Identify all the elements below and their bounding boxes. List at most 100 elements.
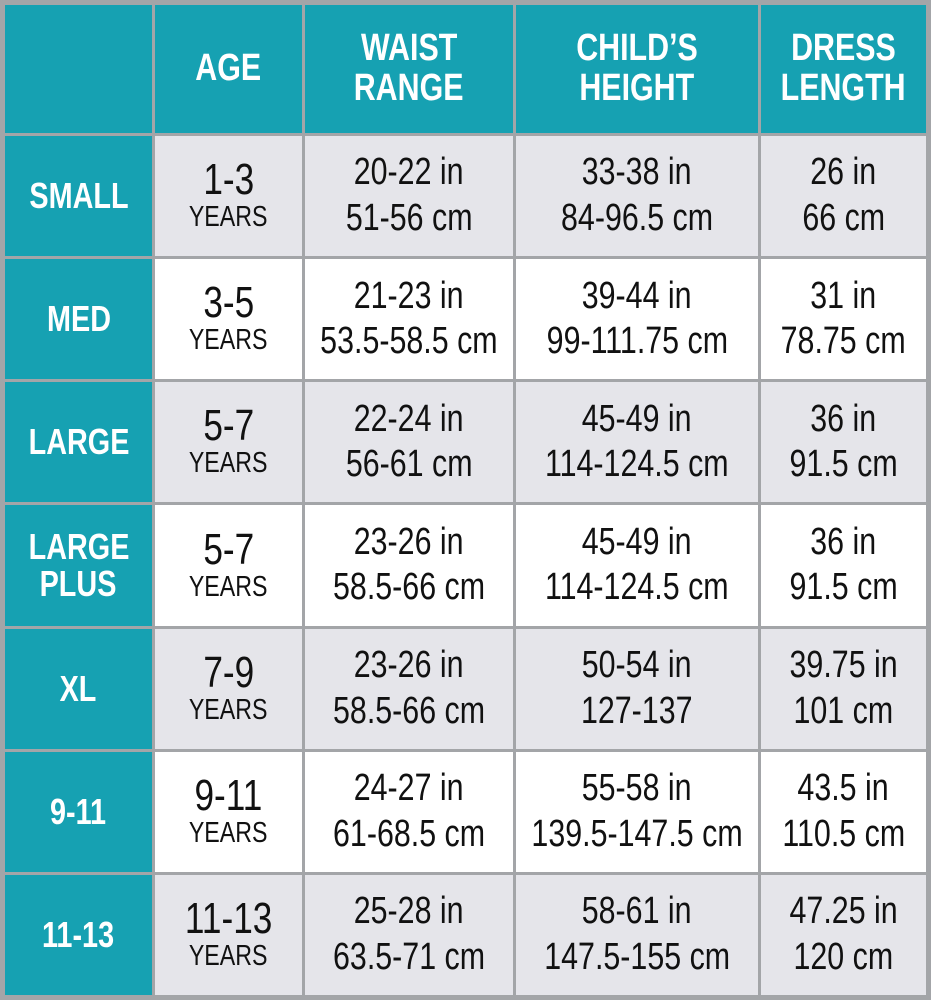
text-line: YEARS [189,324,268,357]
age-cell: 7-9 YEARS [155,628,302,749]
corner-cell [5,5,152,133]
text-line: 120 cm [793,935,894,978]
text-line: 39.75 in [789,644,898,687]
text-line: RANGE [354,67,464,109]
text-line: 23-26 in [354,644,464,687]
measure-cell: 39-44 in 99-111.75 cm [516,259,758,380]
text-line: 147.5-155 cm [544,935,730,978]
text-line: 99-111.75 cm [546,320,728,363]
measure-cell: 26 in 66 cm [761,136,926,257]
text-line: 91.5 cm [789,566,898,609]
text-line: CHILD’S [576,27,698,70]
measure-cell: 58-61 in 147.5-155 cm [516,874,758,995]
text-line: 11-13 [184,893,273,943]
text-line: 139.5-147.5 cm [531,812,743,855]
measure-cell: 43.5 in 110.5 cm [761,751,926,872]
measure-cell: 55-58 in 139.5-147.5 cm [516,751,758,872]
measure-cell: 22-24 in 56-61 cm [305,382,513,503]
text-line: YEARS [189,816,268,849]
text-line: 58-61 in [582,890,692,933]
text-line: DRESS [791,27,896,70]
text-line: 43.5 in [797,767,890,810]
text-line: SMALL [28,175,129,217]
text-line: 51-56 cm [345,197,473,240]
header-cell: WAIST RANGE [305,5,513,133]
text-line: YEARS [189,693,268,726]
measure-cell: 31 in 78.75 cm [761,259,926,380]
text-line: 84-96.5 cm [560,197,714,240]
measure-cell: 36 in 91.5 cm [761,505,926,626]
text-line: WAIST [360,27,458,70]
text-line: 25-28 in [354,890,464,933]
text-line: 36 in [810,520,877,563]
measure-cell: 33-38 in 84-96.5 cm [516,136,758,257]
header-cell: AGE [155,5,302,133]
text-line: 21-23 in [354,274,464,317]
text-line: AGE [195,47,262,90]
measure-cell: 47.25 in 120 cm [761,874,926,995]
size-cell: LARGE PLUS [5,505,152,626]
text-line: 20-22 in [354,151,464,194]
age-cell: 1-3 YEARS [155,136,302,257]
text-line: 61-68.5 cm [332,812,486,855]
header-cell: DRESS LENGTH [761,5,926,133]
text-line: 50-54 in [582,644,692,687]
text-line: 78.75 cm [780,320,907,363]
measure-cell: 21-23 in 53.5-58.5 cm [305,259,513,380]
text-line: 31 in [810,274,877,317]
measure-cell: 45-49 in 114-124.5 cm [516,505,758,626]
text-line: 1-3 [203,155,254,205]
text-line: 22-24 in [354,397,464,440]
text-line: LARGE [28,525,129,567]
measure-cell: 24-27 in 61-68.5 cm [305,751,513,872]
text-line: 53.5-58.5 cm [320,320,498,363]
text-line: YEARS [189,447,268,480]
measure-cell: 23-26 in 58.5-66 cm [305,505,513,626]
size-cell: XL [5,628,152,749]
text-line: 33-38 in [582,151,692,194]
age-cell: 3-5 YEARS [155,259,302,380]
text-line: 7-9 [203,647,254,697]
text-line: 56-61 cm [345,443,473,486]
size-cell: 9-11 [5,751,152,872]
text-line: MED [46,298,111,340]
measure-cell: 50-54 in 127-137 [516,628,758,749]
text-line: YEARS [189,201,268,234]
measure-cell: 25-28 in 63.5-71 cm [305,874,513,995]
text-line: 39-44 in [582,274,692,317]
text-line: 11-13 [42,914,115,956]
size-cell: LARGE [5,382,152,503]
measure-cell: 45-49 in 114-124.5 cm [516,382,758,503]
text-line: 26 in [810,151,877,194]
text-line: 45-49 in [582,520,692,563]
text-line: 114-124.5 cm [545,566,729,609]
measure-cell: 39.75 in 101 cm [761,628,926,749]
text-line: XL [60,667,97,709]
text-line: 5-7 [203,524,254,574]
text-line: 47.25 in [789,890,898,933]
size-cell: SMALL [5,136,152,257]
text-line: 110.5 cm [782,812,905,855]
text-line: LARGE [28,421,129,463]
measure-cell: 20-22 in 51-56 cm [305,136,513,257]
text-line: LENGTH [781,67,906,109]
size-cell: 11-13 [5,874,152,995]
age-cell: 11-13 YEARS [155,874,302,995]
text-line: YEARS [189,939,268,972]
text-line: 91.5 cm [789,443,898,486]
text-line: 58.5-66 cm [332,689,486,732]
header-cell: CHILD’S HEIGHT [516,5,758,133]
text-line: 5-7 [203,401,254,451]
age-cell: 5-7 YEARS [155,505,302,626]
size-cell: MED [5,259,152,380]
text-line: YEARS [189,570,268,603]
text-line: 114-124.5 cm [545,443,729,486]
measure-cell: 23-26 in 58.5-66 cm [305,628,513,749]
measure-cell: 36 in 91.5 cm [761,382,926,503]
text-line: 55-58 in [582,767,692,810]
text-line: 23-26 in [354,520,464,563]
text-line: 101 cm [793,689,894,732]
text-line: 24-27 in [354,767,464,810]
text-line: 58.5-66 cm [332,566,486,609]
